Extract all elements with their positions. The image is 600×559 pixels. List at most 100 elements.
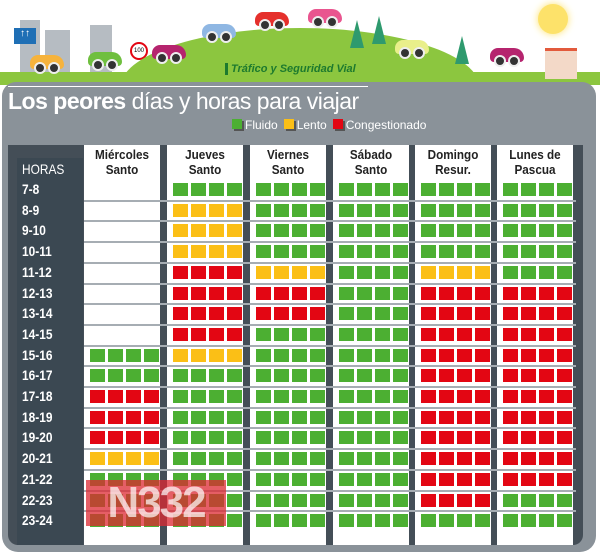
hour-label: 16-17 bbox=[22, 367, 53, 384]
hour-label: 15-16 bbox=[22, 346, 53, 363]
car-icon bbox=[255, 12, 289, 31]
status-cell-g bbox=[90, 348, 159, 362]
status-cell-r bbox=[421, 390, 490, 403]
status-cell-r bbox=[421, 472, 490, 486]
status-cell-g bbox=[256, 472, 325, 486]
status-cell-g bbox=[173, 183, 242, 196]
car-icon bbox=[30, 55, 64, 74]
status-cell-r bbox=[421, 348, 490, 362]
tree-icon bbox=[455, 36, 469, 64]
status-cell-r bbox=[421, 286, 490, 300]
status-cell-g bbox=[421, 183, 490, 196]
car-icon bbox=[202, 24, 236, 43]
status-cell-r bbox=[503, 327, 572, 341]
status-cell-g bbox=[339, 410, 408, 424]
status-cell-r bbox=[503, 452, 572, 466]
status-cell-g bbox=[256, 327, 325, 341]
status-cell-r bbox=[90, 431, 159, 445]
status-cell-g bbox=[256, 390, 325, 403]
status-cell-g bbox=[256, 369, 325, 383]
status-cell-g bbox=[339, 472, 408, 486]
status-cell-r bbox=[256, 286, 325, 300]
day-header: Sábado Santo bbox=[349, 147, 393, 177]
status-cell-g bbox=[339, 390, 408, 403]
status-cell-y bbox=[173, 348, 242, 362]
status-cell-r bbox=[421, 307, 490, 321]
status-cell-g bbox=[256, 203, 325, 217]
status-cell-r bbox=[503, 431, 572, 445]
status-cell-r bbox=[173, 307, 242, 321]
status-cell-r bbox=[421, 327, 490, 341]
status-cell-g bbox=[256, 493, 325, 507]
status-cell-g bbox=[339, 183, 408, 196]
hour-label: 18-19 bbox=[22, 408, 53, 425]
status-cell-r bbox=[421, 493, 490, 507]
hour-label: 9-10 bbox=[22, 222, 46, 239]
status-cell-r bbox=[503, 390, 572, 403]
status-cell-g bbox=[339, 348, 408, 362]
status-cell-r bbox=[503, 307, 572, 321]
status-cell-r bbox=[421, 452, 490, 466]
legend: Fluido Lento Congestionado bbox=[232, 118, 426, 132]
car-icon bbox=[308, 9, 342, 28]
status-cell-r bbox=[90, 410, 159, 424]
status-cell-g bbox=[421, 203, 490, 217]
tree-icon bbox=[350, 20, 364, 48]
legend-swatch-icon bbox=[332, 119, 343, 129]
status-cell-g bbox=[339, 327, 408, 341]
status-cell-g bbox=[173, 452, 242, 466]
status-cell-g bbox=[339, 265, 408, 279]
status-cell-g bbox=[339, 369, 408, 383]
status-cell-r bbox=[503, 348, 572, 362]
status-cell-g bbox=[173, 369, 242, 383]
status-cell-g bbox=[421, 224, 490, 238]
status-cell-r bbox=[503, 410, 572, 424]
hour-label: 8-9 bbox=[22, 201, 40, 218]
tree-icon bbox=[372, 16, 386, 44]
day-header: Jueves Santo bbox=[185, 147, 225, 177]
status-cell-g bbox=[503, 203, 572, 217]
status-cell-g bbox=[503, 493, 572, 507]
status-cell-y bbox=[421, 265, 490, 279]
status-cell-g bbox=[503, 265, 572, 279]
status-cell-g bbox=[256, 431, 325, 445]
status-cell-g bbox=[339, 452, 408, 466]
sun-icon bbox=[538, 4, 568, 34]
status-cell-g bbox=[339, 493, 408, 507]
hour-label: 11-12 bbox=[22, 263, 52, 280]
status-cell-g bbox=[256, 348, 325, 362]
car-icon bbox=[395, 40, 429, 59]
hour-label: 20-21 bbox=[22, 450, 53, 467]
legend-item: Fluido bbox=[232, 118, 278, 132]
status-cell-g bbox=[339, 245, 408, 259]
status-cell-g bbox=[256, 514, 325, 528]
hour-label: 22-23 bbox=[22, 491, 53, 508]
legend-swatch-icon bbox=[283, 119, 294, 129]
status-cell-r bbox=[503, 472, 572, 486]
status-cell-g bbox=[339, 203, 408, 217]
legend-item: Congestionado bbox=[332, 118, 426, 132]
page-title: Los peores días y horas para viajar bbox=[8, 88, 359, 114]
legend-item: Lento bbox=[283, 118, 327, 132]
status-cell-g bbox=[503, 183, 572, 196]
car-icon bbox=[88, 52, 122, 71]
status-cell-y bbox=[173, 203, 242, 217]
status-cell-r bbox=[90, 390, 159, 403]
status-cell-r bbox=[173, 327, 242, 341]
status-cell-g bbox=[256, 224, 325, 238]
status-cell-g bbox=[503, 224, 572, 238]
status-cell-g bbox=[421, 514, 490, 528]
status-cell-r bbox=[256, 307, 325, 321]
status-cell-y bbox=[173, 224, 242, 238]
status-cell-g bbox=[503, 245, 572, 259]
status-cell-r bbox=[503, 369, 572, 383]
status-cell-r bbox=[173, 286, 242, 300]
status-cell-g bbox=[173, 390, 242, 403]
status-cell-r bbox=[421, 369, 490, 383]
status-cell-r bbox=[421, 431, 490, 445]
car-icon bbox=[152, 45, 186, 64]
status-cell-y bbox=[173, 245, 242, 259]
status-cell-g bbox=[339, 307, 408, 321]
hour-label: 12-13 bbox=[22, 284, 53, 301]
hour-label: 17-18 bbox=[22, 388, 53, 404]
